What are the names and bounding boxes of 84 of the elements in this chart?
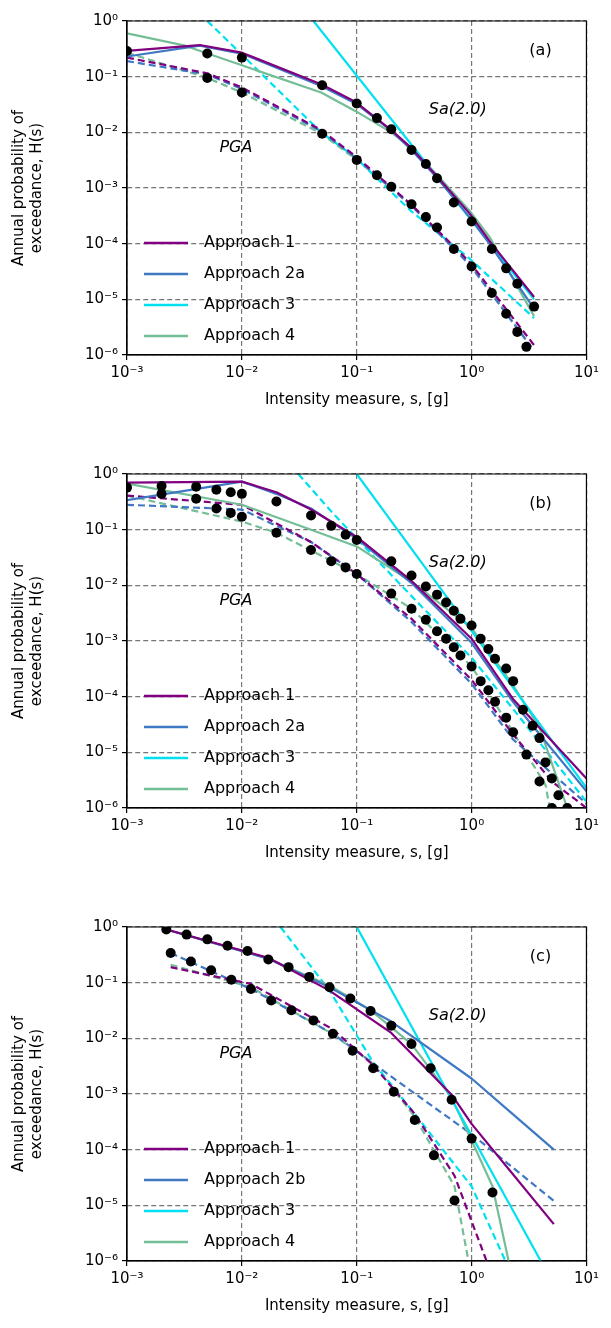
- x-tick-label: 10¹: [573, 1268, 599, 1287]
- point: [406, 1039, 417, 1050]
- y-tick-label: 10⁻¹: [84, 519, 118, 538]
- legend-label: Approach 4: [204, 325, 296, 345]
- x-tick-label: 10¹: [573, 362, 599, 381]
- y-tick-label: 10⁻³: [84, 1083, 118, 1102]
- y-tick-label: 10⁻²: [84, 122, 118, 141]
- point: [304, 971, 315, 982]
- x-tick-label: 10⁻²: [225, 362, 259, 381]
- point: [245, 983, 256, 994]
- y-tick-label: 10⁻⁵: [84, 289, 118, 308]
- y-tick-label: 10⁻³: [84, 177, 118, 196]
- x-axis-title: Intensity measure, s, [g]: [264, 389, 449, 408]
- y-tick-label: 10⁰: [92, 916, 118, 935]
- y-tick-label: 10⁻²: [84, 575, 118, 594]
- point: [388, 1086, 399, 1097]
- legend-label: Approach 2a: [204, 263, 306, 283]
- y-tick-label: 10⁻⁶: [84, 797, 118, 816]
- y-tick-label: 10⁰: [92, 10, 118, 29]
- x-axis-title: Intensity measure, s, [g]: [264, 1295, 449, 1314]
- point: [185, 956, 196, 967]
- y-tick-label: 10⁻³: [84, 630, 118, 649]
- point: [286, 1005, 297, 1016]
- x-tick-label: 10⁰: [459, 815, 485, 834]
- annotation: PGA: [219, 137, 253, 157]
- y-axis-title: Annual probability of exceedance, H(s): [8, 109, 45, 267]
- legend-label: Approach 3: [204, 294, 296, 314]
- annotation: Sa(2.0): [428, 98, 487, 118]
- y-tick-label: 10⁰: [92, 463, 118, 482]
- y-tick-label: 10⁻²: [84, 1028, 118, 1047]
- point: [206, 965, 217, 976]
- x-tick-label: 10⁰: [459, 362, 485, 381]
- x-tick-label: 10⁰: [459, 1268, 485, 1287]
- x-tick-label: 10¹: [573, 815, 599, 834]
- point: [446, 1094, 457, 1105]
- x-tick-label: 10⁻³: [110, 815, 144, 834]
- y-axis-title: Annual probability of exceedance, H(s): [8, 562, 45, 720]
- annotation: Sa(2.0): [428, 1004, 487, 1024]
- point: [327, 1028, 338, 1039]
- legend-label: Approach 4: [204, 778, 296, 798]
- y-axis-title: Annual probability of exceedance, H(s): [8, 1015, 45, 1173]
- y-tick-label: 10⁻⁵: [84, 742, 118, 761]
- y-tick-label: 10⁻⁶: [84, 1250, 118, 1269]
- legend-label: Approach 3: [204, 1200, 296, 1220]
- point: [425, 1063, 436, 1074]
- annotation: (c): [529, 946, 552, 966]
- y-tick-label: 10⁻⁵: [84, 1195, 118, 1214]
- annotation: (b): [529, 493, 552, 513]
- annotation: PGA: [219, 590, 253, 610]
- point: [466, 1133, 477, 1144]
- annotation: Sa(2.0): [428, 551, 487, 571]
- x-axis-title: Intensity measure, s, [g]: [264, 842, 449, 861]
- legend-label: Approach 1: [204, 1138, 296, 1158]
- point: [345, 993, 356, 1004]
- legend-label: Approach 2a: [204, 716, 306, 736]
- point: [365, 1005, 376, 1016]
- x-tick-label: 10⁻³: [110, 362, 144, 381]
- annotation: (a): [529, 40, 552, 60]
- y-tick-label: 10⁻¹: [84, 66, 118, 85]
- legend-label: Approach 1: [204, 232, 296, 252]
- legend-label: Approach 1: [204, 685, 296, 705]
- x-tick-label: 10⁻¹: [340, 815, 374, 834]
- point: [266, 995, 277, 1006]
- x-tick-label: 10⁻³: [110, 1268, 144, 1287]
- legend-label: Approach 2b: [204, 1169, 306, 1189]
- annotation: PGA: [219, 1043, 253, 1063]
- point: [347, 1045, 358, 1056]
- point: [226, 974, 237, 985]
- y-tick-label: 10⁻⁴: [84, 1139, 118, 1158]
- x-tick-label: 10⁻²: [225, 815, 259, 834]
- y-tick-label: 10⁻⁴: [84, 233, 118, 252]
- legend-label: Approach 4: [204, 1231, 296, 1251]
- x-tick-label: 10⁻²: [225, 1268, 259, 1287]
- x-tick-label: 10⁻¹: [340, 1268, 374, 1287]
- legend-label: Approach 3: [204, 747, 296, 767]
- point: [324, 982, 335, 993]
- point: [487, 1187, 498, 1198]
- x-tick-label: 10⁻¹: [340, 362, 374, 381]
- y-tick-label: 10⁻⁴: [84, 686, 118, 705]
- point: [428, 1150, 439, 1161]
- y-tick-label: 10⁻¹: [84, 972, 118, 991]
- y-tick-label: 10⁻⁶: [84, 344, 118, 363]
- point: [386, 1020, 397, 1031]
- point: [165, 948, 176, 959]
